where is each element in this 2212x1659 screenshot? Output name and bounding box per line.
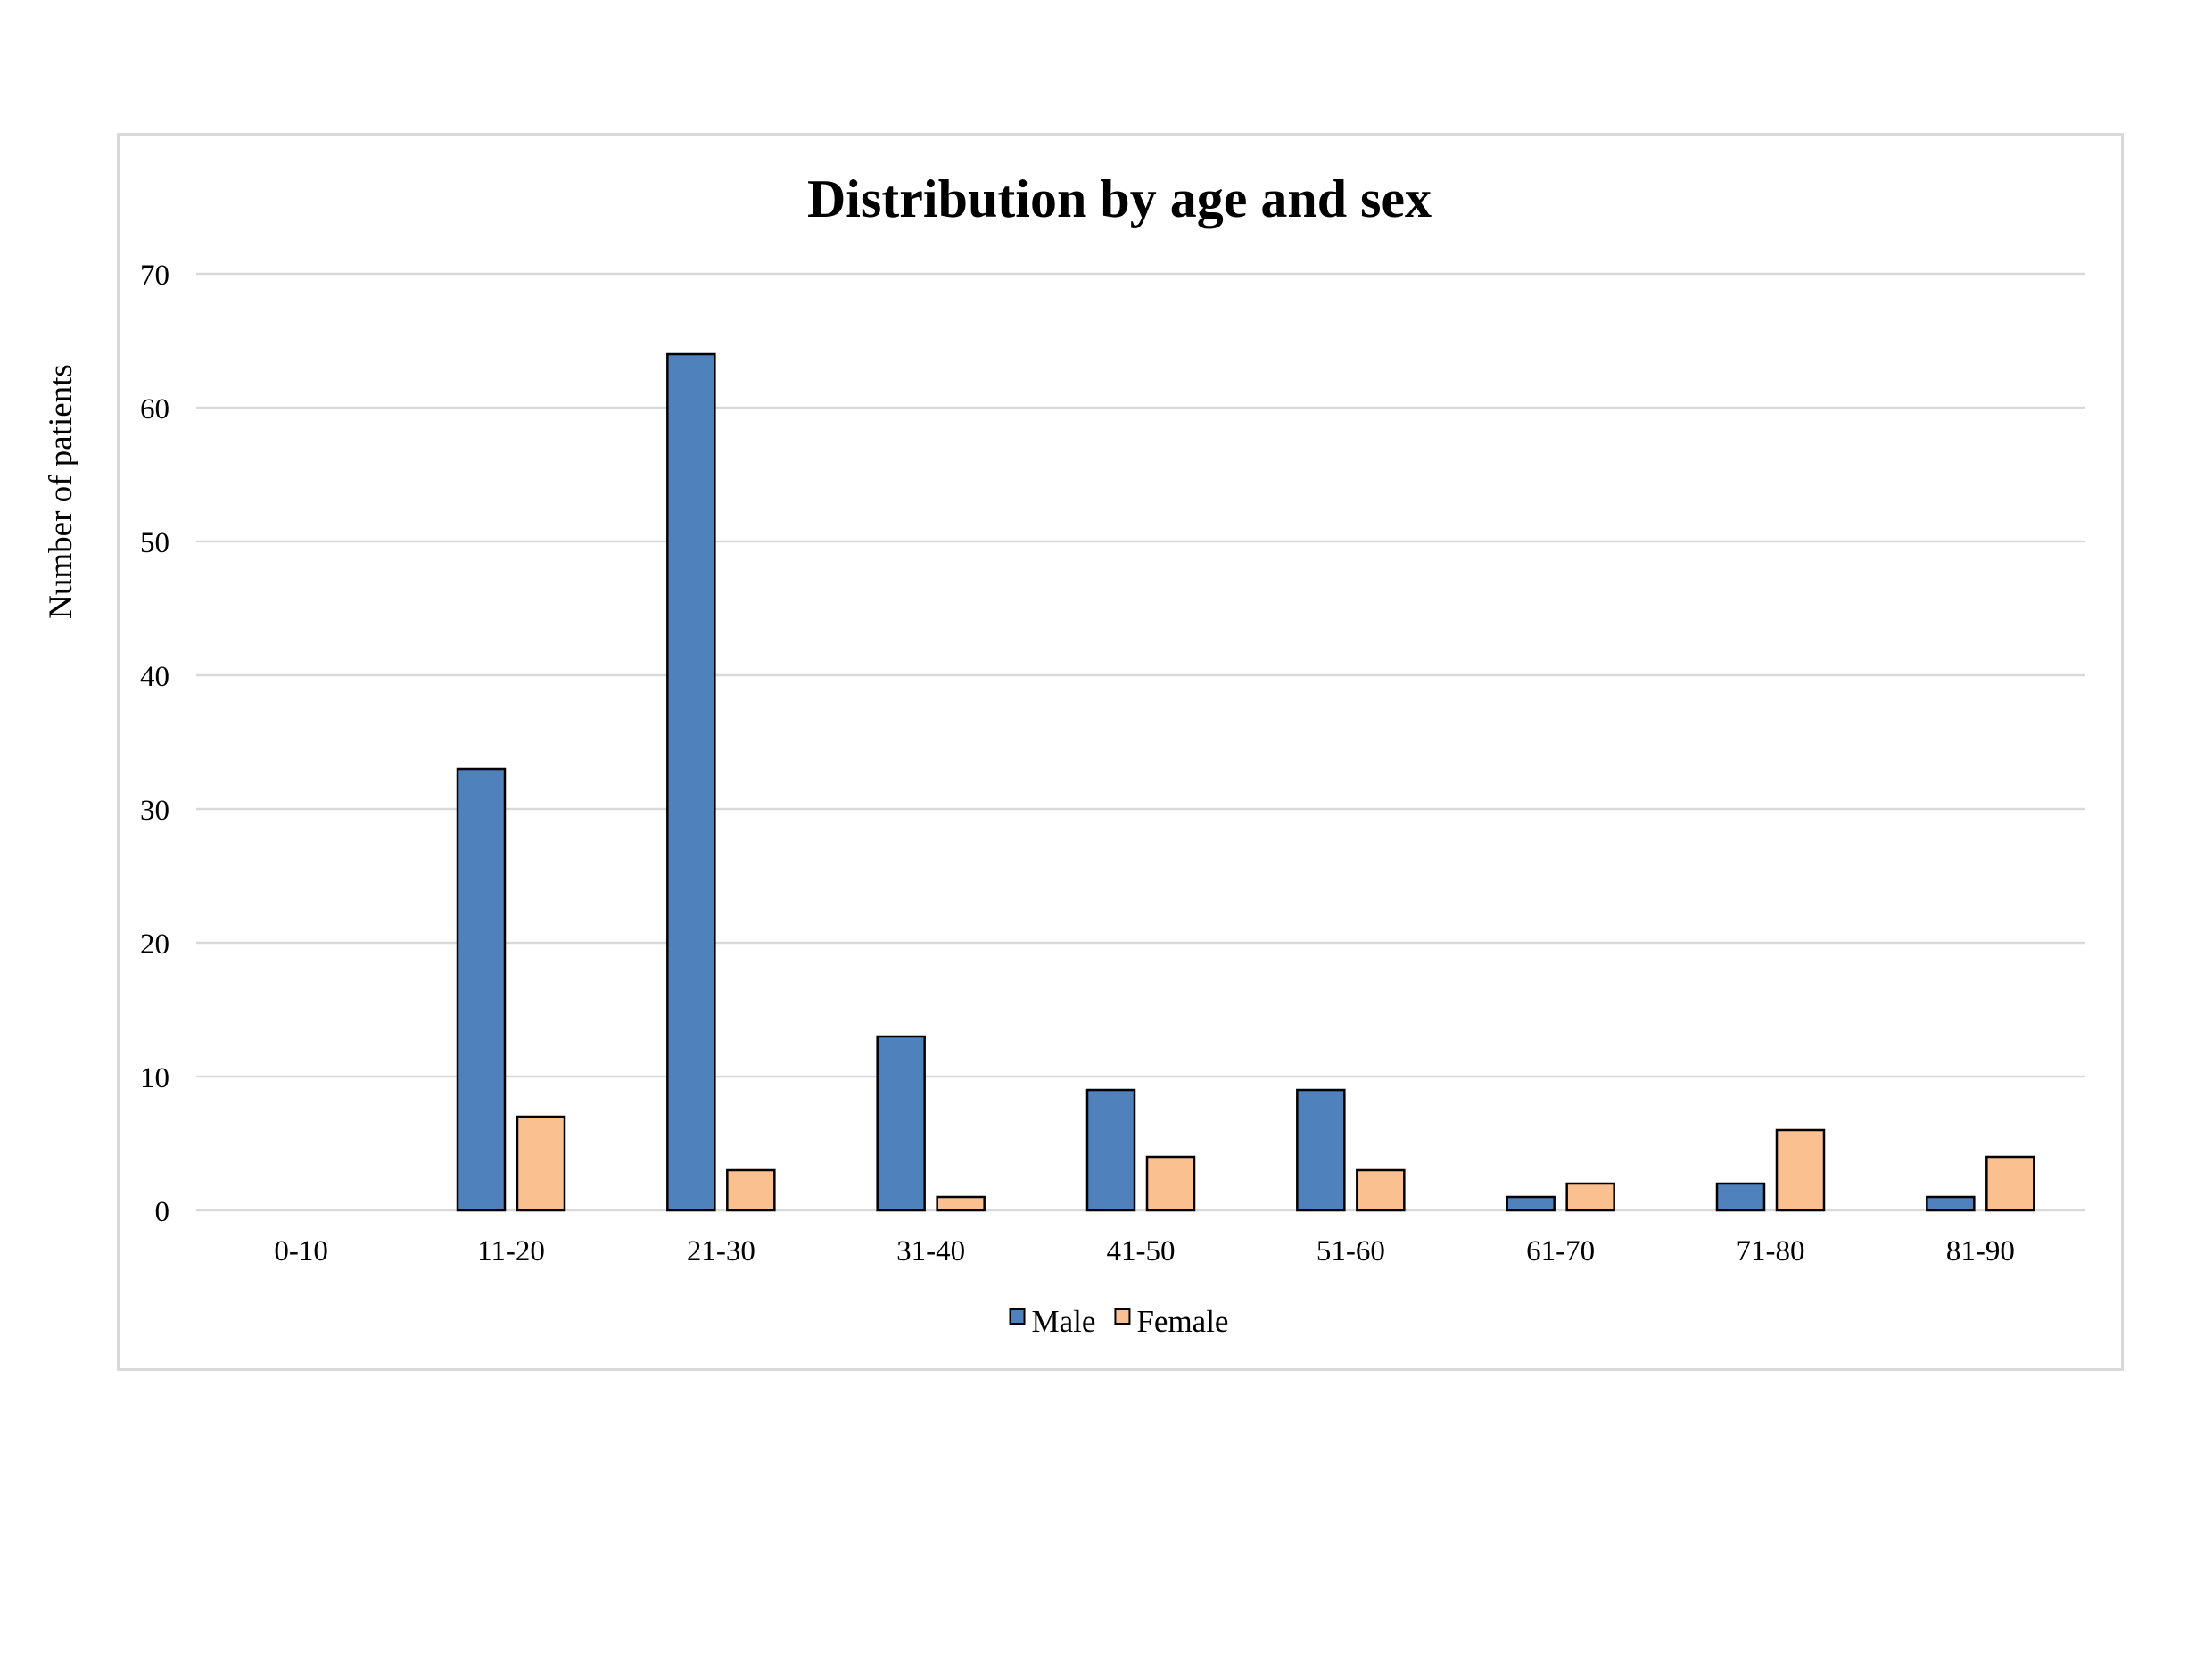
x-axis-ticks: 0-10 11-20 21-30 31-40 41-50 51-60 61-70 71-80 8… xyxy=(274,1235,2014,1267)
bar-male-31-40 xyxy=(876,1035,926,1212)
chart-title: Distribution by age and sex xyxy=(807,169,1432,228)
bar-male-71-80 xyxy=(1715,1182,1766,1212)
bar-female-61-70 xyxy=(1565,1182,1615,1212)
y-tick-label: 60 xyxy=(140,393,169,425)
legend-swatch-male xyxy=(1009,1308,1026,1325)
legend-label-male: Male xyxy=(1032,1304,1096,1339)
y-tick-label: 30 xyxy=(140,795,169,827)
bar-male-11-20 xyxy=(456,767,507,1212)
y-tick-label: 70 xyxy=(140,260,169,292)
legend-swatch-female xyxy=(1114,1308,1131,1325)
legend: Male Female xyxy=(1009,1304,1228,1339)
x-tick-label: 31-40 xyxy=(896,1235,965,1267)
x-tick-label: 21-30 xyxy=(687,1235,755,1267)
bars xyxy=(456,352,2035,1212)
bar-male-61-70 xyxy=(1506,1195,1556,1212)
x-tick-label: 71-80 xyxy=(1737,1235,1805,1267)
y-tick-label: 40 xyxy=(140,661,169,693)
bar-female-21-30 xyxy=(726,1168,776,1212)
y-axis-ticks: 0 10 20 30 40 50 60 70 xyxy=(140,260,169,1228)
x-tick-label: 61-70 xyxy=(1526,1235,1595,1267)
bar-male-21-30 xyxy=(666,352,716,1212)
y-tick-label: 50 xyxy=(140,527,169,559)
bar-female-71-80 xyxy=(1775,1128,1826,1212)
x-tick-label: 11-20 xyxy=(477,1235,545,1267)
bar-male-81-90 xyxy=(1926,1195,1976,1212)
y-tick-label: 10 xyxy=(140,1062,169,1094)
x-tick-label: 41-50 xyxy=(1107,1235,1176,1267)
y-axis-label: Number of patients xyxy=(43,364,79,619)
y-tick-label: 20 xyxy=(140,929,169,961)
bar-female-41-50 xyxy=(1145,1155,1196,1212)
gridlines xyxy=(196,272,2085,1212)
bar-male-41-50 xyxy=(1085,1088,1136,1212)
bar-female-11-20 xyxy=(516,1115,566,1212)
bar-female-51-60 xyxy=(1356,1168,1406,1212)
bar-female-31-40 xyxy=(936,1195,986,1212)
bar-female-81-90 xyxy=(1985,1155,2035,1212)
x-tick-label: 0-10 xyxy=(274,1235,328,1267)
y-tick-label: 0 xyxy=(155,1196,170,1228)
bar-male-51-60 xyxy=(1296,1088,1346,1212)
legend-label-female: Female xyxy=(1136,1304,1228,1339)
x-tick-label: 81-90 xyxy=(1946,1235,2015,1267)
x-tick-label: 51-60 xyxy=(1316,1235,1385,1267)
